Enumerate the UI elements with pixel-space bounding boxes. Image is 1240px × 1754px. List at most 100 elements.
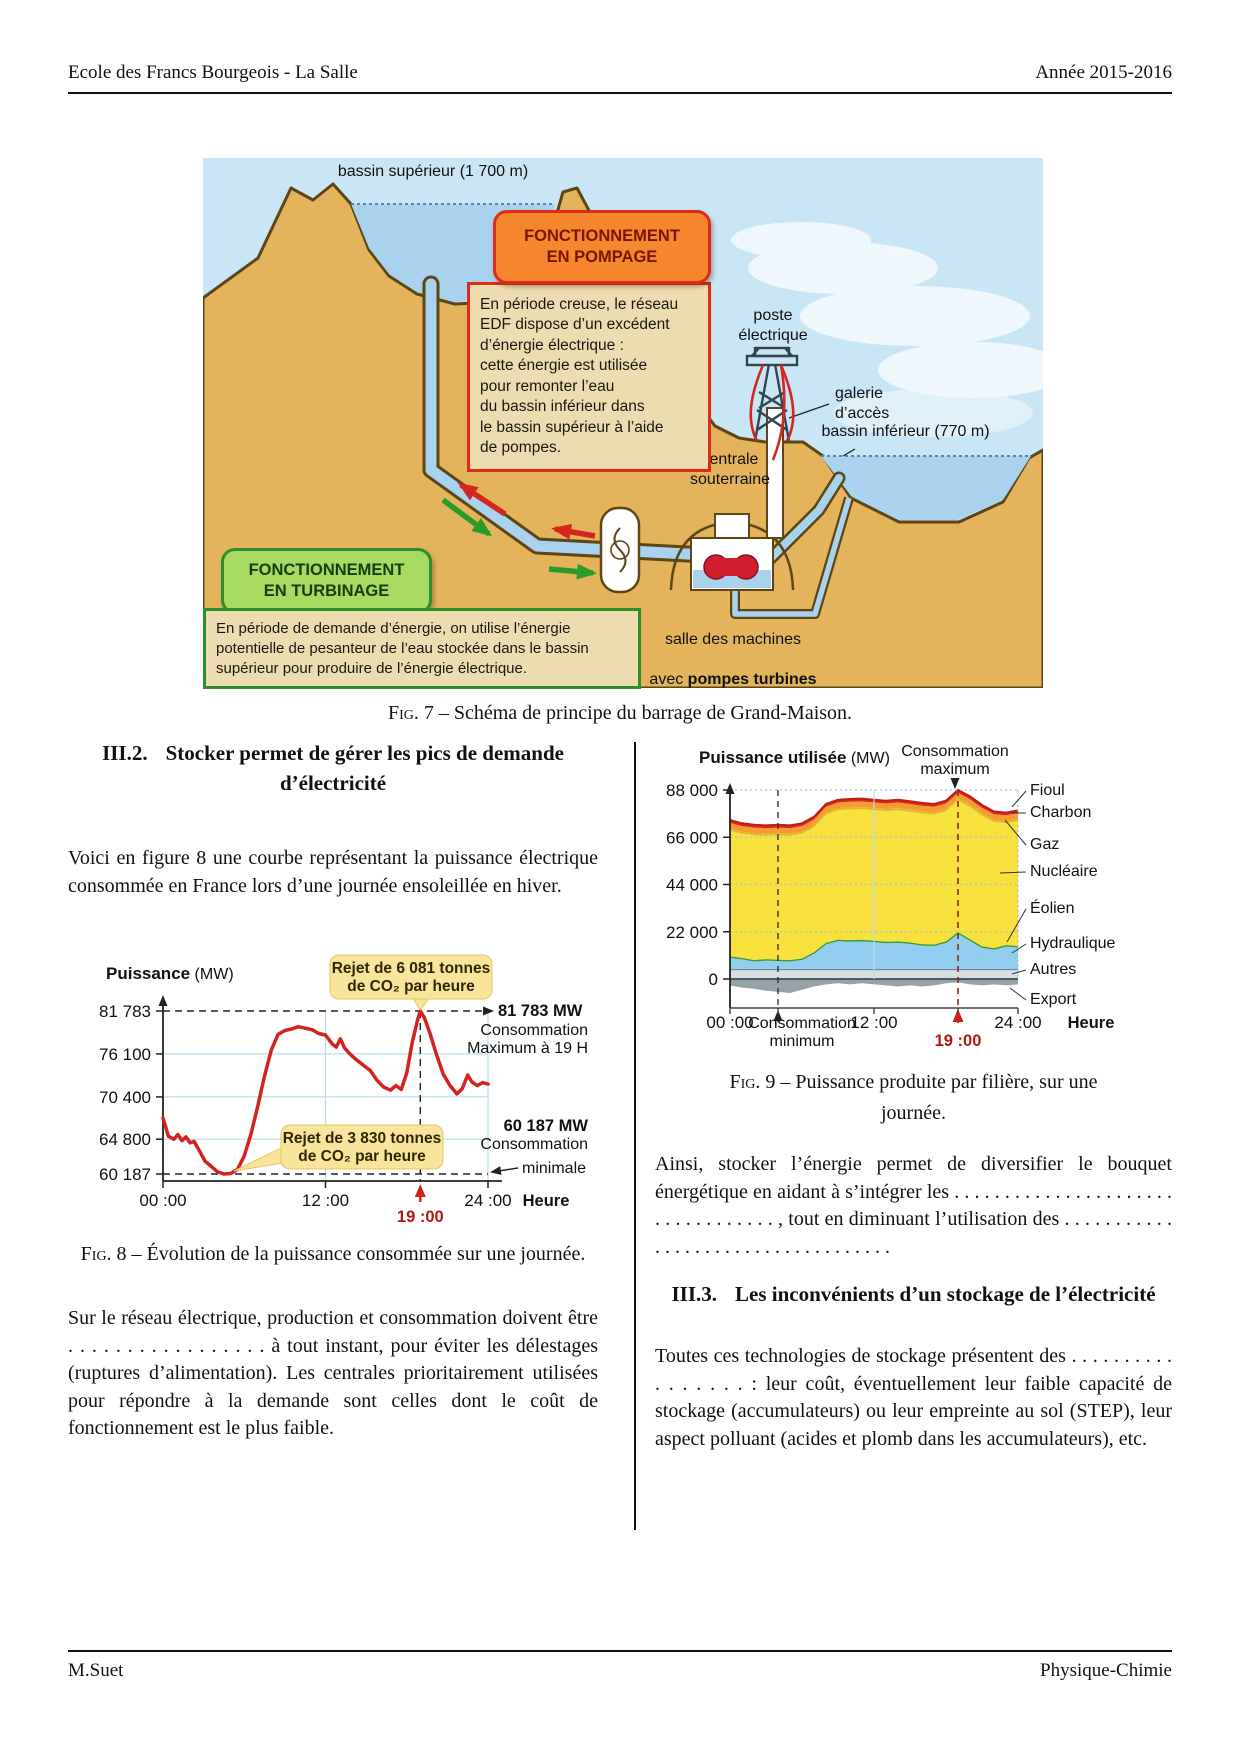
- turbinage-title-box: FONCTIONNEMENT EN TURBINAGE: [221, 548, 432, 614]
- paragraph-toutes: Toutes ces technologies de stockage prés…: [655, 1345, 1172, 1450]
- figure7-caption-text: Schéma de principe du barrage de Grand-M…: [453, 702, 853, 724]
- legend-line: [1011, 790, 1027, 808]
- legend-label-Hydraulique: Hydraulique: [1030, 935, 1115, 952]
- y-tick-label: 60 187: [99, 1165, 151, 1184]
- paragraph-ainsi: Ainsi, stocker l’énergie permet de diver…: [655, 1153, 1172, 1258]
- drain-pipe-water: [732, 497, 852, 617]
- upper-basin-label: bassin supérieur (1 700 m): [337, 163, 529, 180]
- y-tick-label: 70 400: [99, 1088, 151, 1107]
- legend-label-Charbon: Charbon: [1030, 804, 1091, 821]
- section-number: III.2.: [102, 741, 148, 765]
- legend-label-Éolien: Éolien: [1030, 898, 1074, 917]
- fig8-min-sub2: minimale: [522, 1160, 586, 1177]
- gallery-callout-line: [788, 403, 830, 419]
- figure8-caption-number: Fig. 8 –: [80, 1243, 142, 1265]
- pump-turbine-unit: [703, 554, 759, 580]
- figure7-caption-number: Fig. 7 –: [387, 702, 449, 724]
- fig9-max-label2: maximum: [920, 761, 989, 778]
- section-heading-III3: III.3. Les inconvénients d’un stockage de…: [655, 1279, 1172, 1309]
- y-tick-label: 64 800: [99, 1130, 151, 1149]
- figure7-caption: Fig. 7 – Schéma de principe du barrage d…: [0, 698, 1240, 729]
- x-tick-label: 24 :00: [994, 1013, 1041, 1032]
- fig9-legend: Fioul Charbon Gaz Nucléaire Éolien Hydrauliqu…: [999, 782, 1115, 1008]
- fig8-max-sub2: Maximum à 19 H: [467, 1040, 588, 1057]
- power-cables: [749, 364, 795, 461]
- fig8-peak-time: 19 :00: [397, 1208, 444, 1226]
- page-footer: M.Suet Physique-Chimie: [68, 1660, 1172, 1682]
- pylon: [745, 346, 799, 442]
- footer-rule: [68, 1650, 1172, 1652]
- centrale-souterraine-label: centrale souterraine: [689, 451, 771, 488]
- legend-line: [999, 871, 1027, 874]
- fig8-ticks: 81 783 76 100 70 400 64 800 60 187 00 :00 12 :…: [99, 1002, 512, 1210]
- fig9-peak-time: 19 :00: [935, 1032, 982, 1050]
- legend-line: [1011, 969, 1027, 975]
- turbine-arrow-down: [441, 497, 493, 537]
- x-tick-label: 00 :00: [706, 1013, 753, 1032]
- section-title: Stocker permet de gérer les pics de dema…: [165, 741, 564, 795]
- page-header: Ecole des Francs Bourgeois - La Salle An…: [68, 62, 1172, 84]
- legend-label-Gaz: Gaz: [1030, 836, 1059, 853]
- fig8-min-sub1: Consommation: [480, 1136, 588, 1153]
- valve-blade: [613, 527, 627, 573]
- figure9-caption-number: Fig. 9 –: [729, 1071, 791, 1093]
- area-Charbon: [730, 792, 1018, 834]
- section-number: III.3.: [671, 1282, 717, 1306]
- pumping-arrow-up: [457, 482, 507, 517]
- x-tick-label: 12 :00: [302, 1191, 349, 1210]
- fig9-ticks: 88 000 66 000 44 000 22 000 0 00 :00 12 :00 24 …: [666, 781, 1042, 1032]
- column-separator: [634, 742, 636, 1530]
- penstock-water: [425, 278, 769, 564]
- valve-hub: [610, 540, 630, 560]
- salle-line2: avec pompes turbines: [649, 671, 817, 688]
- legend-label-Autres: Autres: [1030, 961, 1076, 978]
- outlet-pipe-water: [765, 474, 843, 564]
- fig8-min-arrow: [490, 1166, 519, 1176]
- figure9-caption-text: Puissance produite par filière, sur une …: [795, 1071, 1098, 1124]
- header-rule: [68, 92, 1172, 94]
- fig9-min-label1: Consommation: [748, 1015, 856, 1032]
- fig8-consumption-curve: [161, 1009, 490, 1176]
- lower-basin-label: bassin inférieur (770 m): [821, 423, 990, 440]
- svg-text:Rejet de 3 830 tonnes: Rejet de 3 830 tonnes: [283, 1130, 442, 1147]
- figure8-caption-text: Évolution de la puissance consommée sur …: [146, 1243, 586, 1265]
- header-school: Ecole des Francs Bourgeois - La Salle: [68, 62, 358, 83]
- clouds: [731, 222, 1043, 437]
- fig9-y-axis-title: Puissance utilisée (MW): [699, 748, 890, 767]
- left-column: III.2. Stocker permet de gérer les pics d…: [68, 738, 598, 1443]
- fig8-max-value: 81 783 MW: [498, 1002, 583, 1020]
- x-tick-label: 00 :00: [139, 1191, 186, 1210]
- fig9-min-label2: minimum: [770, 1033, 835, 1050]
- legend-label-Nucléaire: Nucléaire: [1030, 863, 1098, 880]
- x-tick-label: 24 :00: [464, 1191, 511, 1210]
- lower-basin-callout-line: [842, 448, 856, 457]
- paragraph-intro-fig8: Voici en figure 8 une courbe représentan…: [68, 847, 598, 897]
- y-tick-label: 0: [709, 970, 718, 989]
- fig9-max-label1: Consommation: [901, 745, 1009, 760]
- y-tick-label: 22 000: [666, 923, 718, 942]
- footer-author: M.Suet: [68, 1660, 124, 1681]
- fig8-y-axis-title: Puissance (MW): [106, 964, 234, 983]
- right-column: Puissance utilisée (MW) Consommation max…: [655, 743, 1172, 1453]
- fig8-callout-max: Rejet de 6 081 tonnes de CO₂ par heure: [329, 954, 493, 1011]
- area-export: [730, 979, 1018, 993]
- section-heading-III2: III.2. Stocker permet de gérer les pics d…: [68, 738, 598, 798]
- pumping-arrow-left: [551, 523, 596, 540]
- footer-subject: Physique-Chimie: [1040, 1660, 1172, 1681]
- salle-machines-label: salle des machines avec pompes turbines: [643, 610, 823, 710]
- turbinage-text-box: En période de demande d’énergie, on util…: [203, 608, 641, 690]
- svg-text:Rejet de 6 081 tonnes: Rejet de 6 081 tonnes: [332, 960, 491, 977]
- lower-basin-water: [821, 456, 1031, 520]
- legend-line: [1009, 987, 1027, 1001]
- paragraph-reseau: Sur le réseau électrique, production et …: [68, 1307, 598, 1439]
- section-title: Les inconvénients d’un stockage de l’éle…: [735, 1282, 1156, 1306]
- svg-text:de CO₂ par heure: de CO₂ par heure: [298, 1148, 426, 1165]
- galerie-acces-label: galerie d’accès: [835, 385, 890, 422]
- legend-line: [1006, 908, 1027, 943]
- y-tick-label: 76 100: [99, 1045, 151, 1064]
- y-tick-label: 81 783: [99, 1002, 151, 1021]
- turbine-arrow-right: [548, 563, 597, 580]
- fig8-min-value: 60 187 MW: [504, 1117, 589, 1135]
- legend-label-Export: Export: [1030, 991, 1077, 1008]
